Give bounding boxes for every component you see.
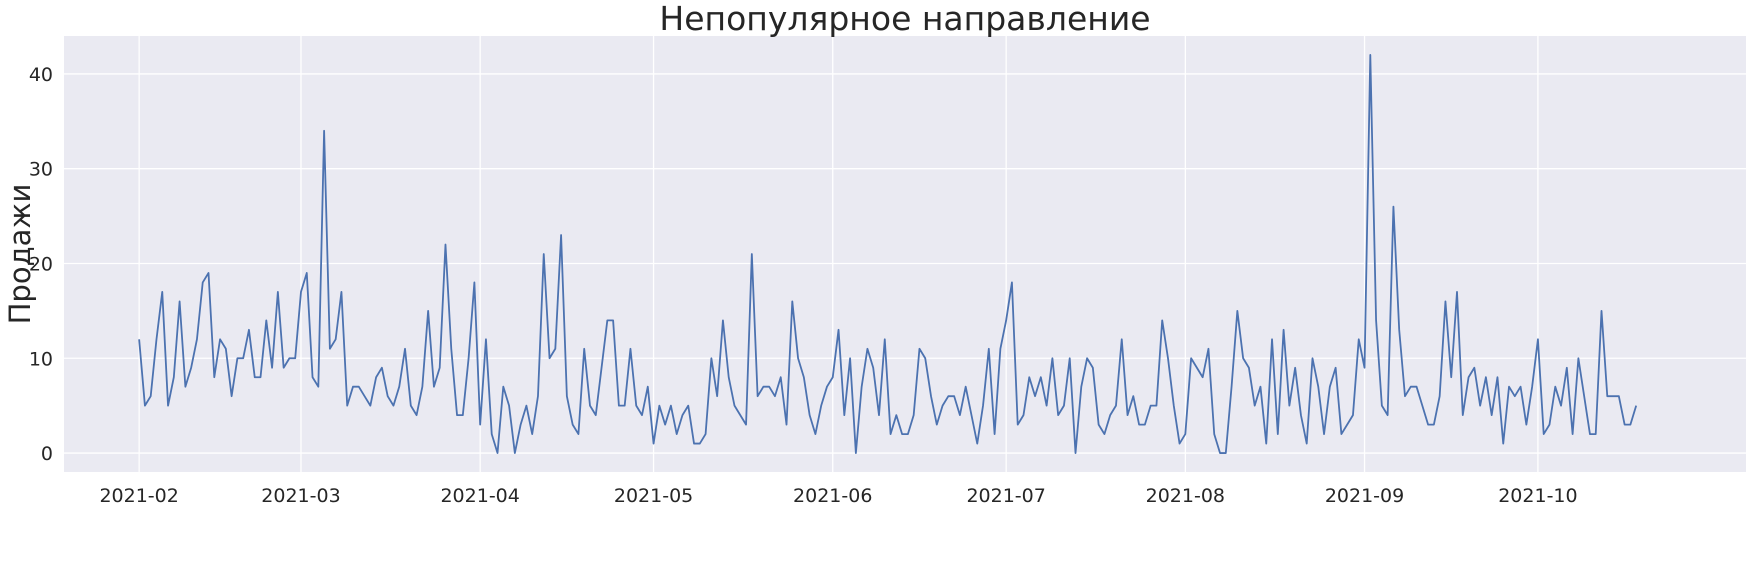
x-tick-label: 2021-08	[1146, 485, 1225, 507]
y-tick-label: 20	[29, 253, 53, 275]
x-tick-label: 2021-05	[614, 485, 693, 507]
y-tick-label: 10	[29, 348, 53, 370]
y-tick-label: 40	[29, 64, 53, 86]
x-axis-ticks: 2021-02 2021-03 2021-04 2021-05 2021-06 2021-…	[99, 485, 1577, 507]
y-tick-label: 30	[29, 159, 53, 181]
x-tick-label: 2021-02	[99, 485, 178, 507]
x-tick-label: 2021-06	[793, 485, 872, 507]
y-tick-label: 0	[41, 443, 53, 465]
series-line	[138, 54, 1638, 454]
x-tick-label: 2021-09	[1325, 485, 1404, 507]
x-tick-label: 2021-07	[966, 485, 1045, 507]
y-axis-label: Продажи	[3, 184, 37, 325]
x-tick-label: 2021-03	[261, 485, 340, 507]
x-tick-label: 2021-04	[440, 485, 519, 507]
x-tick-label: 2021-10	[1498, 485, 1577, 507]
chart-title: Непопулярное направление	[659, 0, 1150, 38]
y-axis-ticks: 0 10 20 30 40	[29, 64, 53, 465]
